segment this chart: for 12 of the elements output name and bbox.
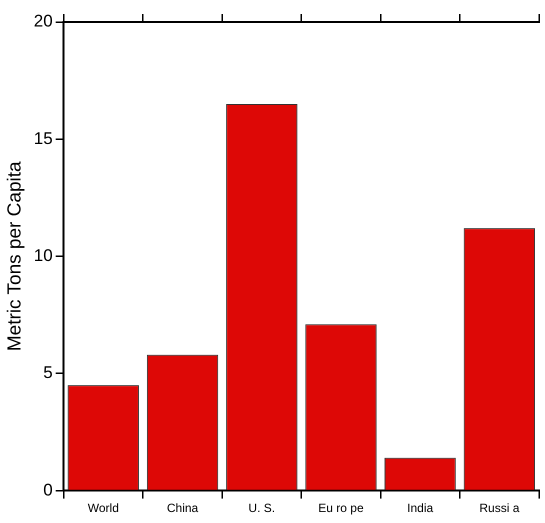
x-tick-label: Eu ro pe	[318, 501, 364, 516]
y-tick-label: 10	[34, 246, 53, 265]
x-tick-label: World	[88, 501, 119, 516]
x-tick-label: Russi a	[479, 501, 520, 516]
y-tick-label: 20	[34, 12, 53, 31]
x-tick-label: U. S.	[248, 501, 276, 516]
x-tick-label: India	[407, 501, 434, 516]
y-tick-label: 0	[43, 480, 53, 500]
x-tick-label: China	[166, 501, 199, 516]
y-axis-title: Metric Tons per Capita	[4, 161, 26, 352]
y-tick-label: 15	[34, 128, 53, 148]
y-tick-label: 5	[43, 363, 53, 382]
